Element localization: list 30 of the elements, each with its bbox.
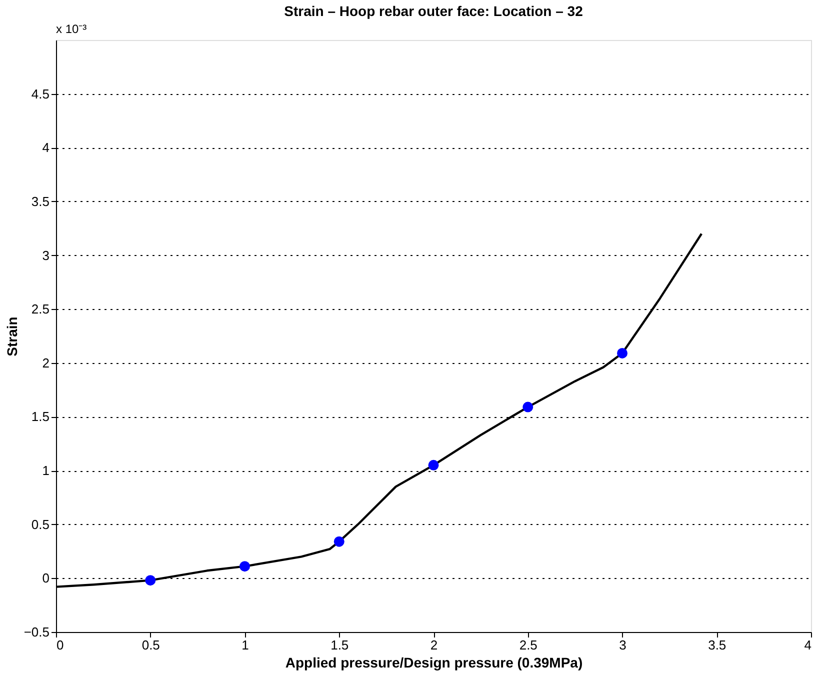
x-tick-label: 2.5 xyxy=(519,638,538,652)
y-tick-label: 4 xyxy=(42,140,50,156)
chart-title: Strain – Hoop rebar outer face: Location – 32 xyxy=(284,3,584,19)
y-tick-label: 3.5 xyxy=(31,194,50,209)
y-tick-label: 1.5 xyxy=(31,409,50,424)
x-tick-label: 0.5 xyxy=(142,638,160,652)
point xyxy=(334,536,344,547)
x-tick-label: 3 xyxy=(619,638,626,652)
y-tick-label: 2 xyxy=(42,355,50,370)
point xyxy=(145,575,156,586)
x-tick-label: 0 xyxy=(56,638,64,652)
point xyxy=(522,402,534,412)
x-tick-label: 3.5 xyxy=(708,638,726,652)
y-tick-label: 0.5 xyxy=(31,516,50,532)
x-tick-label: 4 xyxy=(804,638,812,652)
y-tick-label: 4.5 xyxy=(31,86,50,102)
x-axis-title: Applied pressure/Design pressure (0.39MPa) xyxy=(285,654,583,670)
x-tick-label: 1 xyxy=(242,638,249,652)
y-axis-title: Strain xyxy=(4,316,20,356)
x-tick-label: 2 xyxy=(430,638,438,652)
point xyxy=(428,460,439,470)
y-tick-label: 1 xyxy=(42,463,50,478)
y-tick-label: −0.5 xyxy=(24,624,50,640)
point xyxy=(617,348,628,358)
point xyxy=(240,561,250,572)
y-tick-label: 2.5 xyxy=(31,302,50,317)
text: x 10⁻³ xyxy=(56,22,87,36)
y-tick-label: 3 xyxy=(42,248,50,263)
x-tick-label: 1.5 xyxy=(330,638,349,652)
y-tick-label: 0 xyxy=(42,570,50,586)
